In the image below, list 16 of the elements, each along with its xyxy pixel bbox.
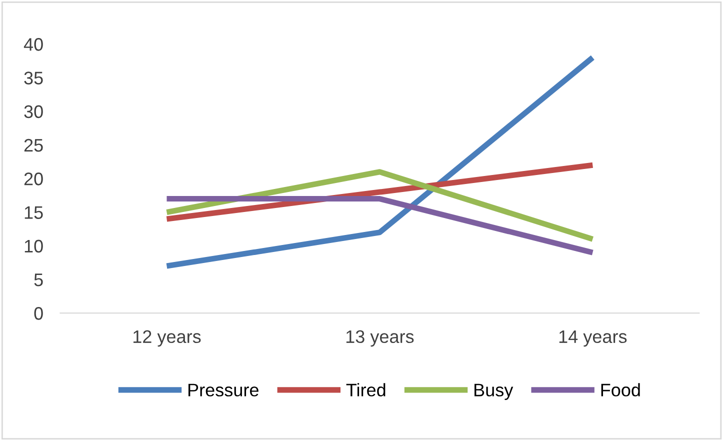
y-tick-label: 10 [24,240,43,253]
y-tick-label: 0 [34,307,43,320]
legend-label: Pressure [188,384,258,396]
y-tick-label: 20 [24,172,43,186]
y-tick-label: 15 [24,206,43,219]
x-tick-label: 13 years [346,330,414,347]
y-tick-label: 30 [24,105,43,118]
legend-label: Tired [346,383,386,396]
x-tick-label: 12 years [133,330,201,347]
y-tick-label: 5 [34,274,43,286]
x-tick-label: 14 years [559,330,627,347]
legend-label: Food [601,383,640,396]
y-tick-label: 25 [24,138,43,152]
y-tick-label: 40 [24,38,43,51]
y-tick-label: 35 [24,72,43,84]
legend-label: Busy [474,384,514,400]
